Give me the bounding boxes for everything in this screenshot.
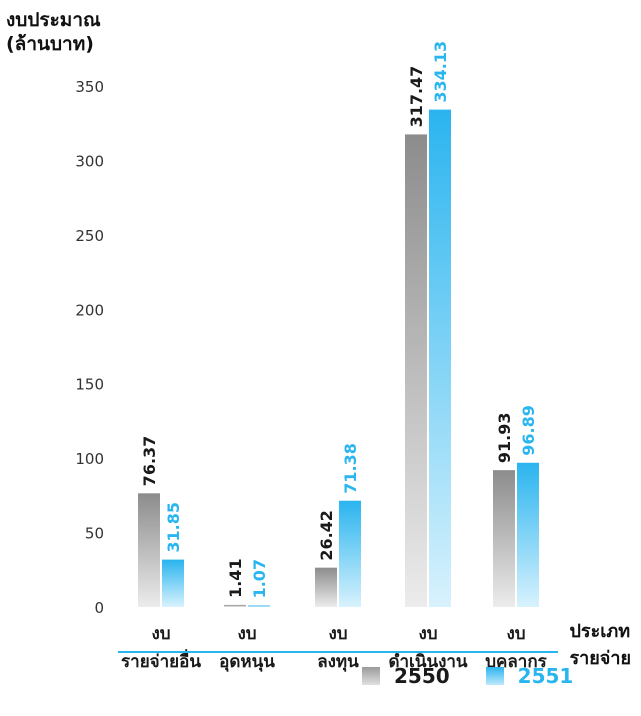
value-label-2551-3: 71.38 xyxy=(341,443,360,494)
bars xyxy=(138,109,539,608)
y-tick-label: 250 xyxy=(75,227,104,245)
x-tick-label-line1: งบ xyxy=(151,624,170,644)
x-axis-title-line2: รายจ่าย xyxy=(569,648,631,669)
bar-2550-2 xyxy=(224,604,246,607)
value-label-2551-2: 1.07 xyxy=(250,559,269,598)
bar-2550-4 xyxy=(405,134,427,608)
value-label-2550-1: 76.37 xyxy=(140,436,159,487)
x-axis-title: ประเภท รายจ่าย xyxy=(569,618,631,672)
y-tick-label: 150 xyxy=(75,376,104,394)
value-label-2550-3: 26.42 xyxy=(317,510,336,561)
y-tick-label: 300 xyxy=(75,152,104,170)
bar-2551-1 xyxy=(162,559,184,607)
value-label-2550-2: 1.41 xyxy=(226,558,245,597)
x-tick-label-line2: ดำเนินงาน xyxy=(388,652,467,672)
value-label-2550-4: 317.47 xyxy=(407,66,426,128)
y-tick-label: 350 xyxy=(75,78,104,96)
bar-2551-2 xyxy=(248,605,270,607)
y-tick-label: 0 xyxy=(94,599,104,617)
x-tick-label-line2: รายจ่ายอื่น xyxy=(121,649,201,672)
bar-2551-4 xyxy=(429,109,451,607)
x-tick-label-line2: ลงทุน xyxy=(317,652,359,672)
y-axis-ticks: 0 50 100 150 200 250 300 350 xyxy=(75,78,104,617)
x-axis-title-line1: ประเภท xyxy=(569,621,631,642)
value-label-2551-4: 334.13 xyxy=(431,41,450,103)
bar-2550-5 xyxy=(493,470,515,607)
bar-2550-3 xyxy=(315,567,337,607)
x-tick-label-line1: งบ xyxy=(506,624,525,644)
value-label-2550-5: 91.93 xyxy=(495,413,514,464)
y-tick-label: 100 xyxy=(75,450,104,468)
x-tick-label-line1: งบ xyxy=(418,624,437,644)
x-tick-label-line2: อุดหนุน xyxy=(219,652,275,672)
value-labels: 76.37 1.41 26.42 317.47 91.93 31.85 1.07 71.38 3… xyxy=(140,41,538,599)
value-label-2551-5: 96.89 xyxy=(519,405,538,456)
legend-label-2551: 2551 xyxy=(517,664,574,688)
y-tick-label: 50 xyxy=(85,525,104,543)
y-tick-label: 200 xyxy=(75,301,104,319)
bar-2551-5 xyxy=(517,462,539,607)
bar-2551-3 xyxy=(339,500,361,607)
bar-2550-1 xyxy=(138,493,160,607)
value-label-2551-1: 31.85 xyxy=(164,502,183,553)
legend: 2550 2551 xyxy=(362,664,573,688)
x-tick-label-line1: งบ xyxy=(237,624,256,644)
legend-swatch-2551 xyxy=(485,667,504,685)
legend-swatch-2550 xyxy=(362,667,380,685)
y-axis-title-line1: งบประมาณ xyxy=(6,9,101,31)
y-axis-title: งบประมาณ (ล้านบาท) xyxy=(6,8,101,56)
y-axis-title-line2: (ล้านบาท) xyxy=(6,33,94,55)
x-tick-label-line1: งบ xyxy=(328,624,347,644)
legend-label-2550: 2550 xyxy=(394,664,450,688)
